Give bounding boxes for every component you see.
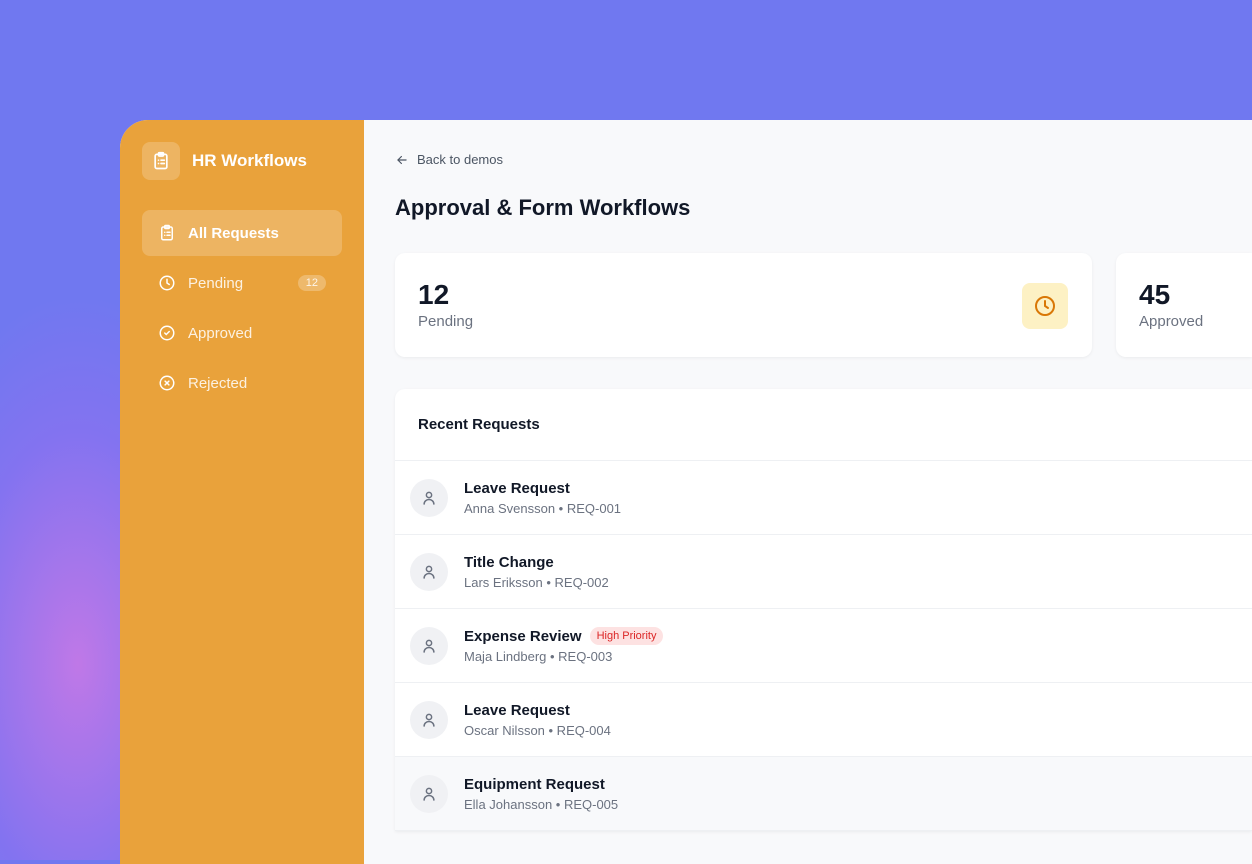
- request-title: Expense Review: [464, 627, 582, 645]
- back-label: Back to demos: [417, 152, 503, 167]
- arrow-left-icon: [397, 155, 407, 164]
- pending-count-badge: 12: [297, 275, 326, 291]
- sidebar-item-label: Approved: [188, 324, 253, 342]
- stat-card-pending: 12 Pending: [395, 253, 1092, 357]
- request-row[interactable]: Expense Review High Priority Maja Lindber…: [395, 609, 1252, 683]
- request-meta: Oscar Nilsson • REQ-004: [464, 722, 611, 738]
- sidebar-item-rejected[interactable]: Rejected: [142, 360, 342, 406]
- user-icon: [410, 478, 448, 517]
- brand: HR Workflows: [142, 142, 342, 180]
- request-meta: Lars Eriksson • REQ-002: [464, 574, 609, 590]
- section-title: Recent Requests: [395, 389, 1252, 461]
- request-title: Equipment Request: [464, 775, 605, 793]
- request-title: Title Change: [464, 553, 554, 571]
- page-title: Approval & Form Workflows: [395, 195, 691, 220]
- sidebar-item-pending[interactable]: Pending 12: [142, 260, 342, 306]
- sidebar-item-label: Pending: [188, 274, 244, 292]
- brand-name: HR Workflows: [192, 151, 307, 170]
- request-meta: Ella Johansson • REQ-005: [464, 796, 619, 812]
- request-row[interactable]: Leave Request Oscar Nilsson • REQ-004: [395, 683, 1252, 757]
- stat-label: Approved: [1139, 313, 1204, 330]
- clipboard-icon: [142, 142, 180, 180]
- request-row[interactable]: Title Change Lars Eriksson • REQ-002: [395, 535, 1252, 609]
- request-row[interactable]: Leave Request Anna Svensson • REQ-001: [395, 461, 1252, 535]
- user-icon: [410, 626, 448, 665]
- request-title: Leave Request: [464, 701, 570, 719]
- main-content: Back to demos Approval & Form Workflows …: [364, 120, 1252, 864]
- sidebar-item-label: Rejected: [188, 374, 248, 392]
- request-row[interactable]: Equipment Request Ella Johansson • REQ-0…: [395, 757, 1252, 831]
- user-icon: [410, 552, 448, 591]
- x-circle-icon: [159, 375, 175, 391]
- priority-badge: High Priority: [589, 627, 664, 645]
- stat-value: 12: [418, 279, 450, 310]
- user-icon: [410, 774, 448, 813]
- request-title: Leave Request: [464, 479, 570, 497]
- request-meta: Anna Svensson • REQ-001: [464, 500, 622, 516]
- sidebar-item-approved[interactable]: Approved: [142, 310, 342, 356]
- back-link[interactable]: Back to demos: [395, 152, 1252, 167]
- sidebar: HR Workflows All Requests Pending 12 Appr…: [120, 120, 364, 864]
- stat-label: Pending: [418, 313, 474, 330]
- stat-card-approved: 45 Approved: [1116, 253, 1252, 357]
- recent-requests-card: Recent Requests Leave Request Anna Svens…: [395, 389, 1252, 831]
- sidebar-item-all-requests[interactable]: All Requests: [142, 210, 342, 256]
- clock-icon: [159, 275, 175, 291]
- app-window: HR Workflows All Requests Pending 12 Appr…: [120, 120, 1252, 864]
- sidebar-item-label: All Requests: [188, 224, 279, 242]
- user-icon: [410, 700, 448, 739]
- check-circle-icon: [159, 325, 175, 341]
- clock-icon: [1022, 283, 1068, 329]
- request-meta: Maja Lindberg • REQ-003: [464, 649, 613, 664]
- clipboard-icon: [161, 224, 173, 241]
- stat-value: 45: [1139, 279, 1171, 310]
